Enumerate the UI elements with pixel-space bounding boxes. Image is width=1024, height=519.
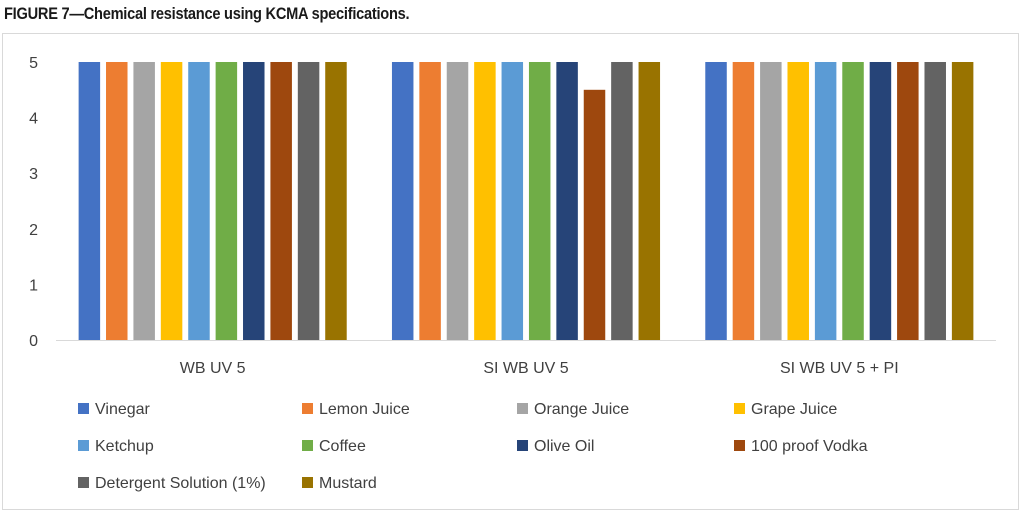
bar-grape-juice-3: [787, 62, 809, 340]
x-category-label: WB UV 5: [180, 360, 246, 377]
bar-ketchup-1: [188, 62, 210, 340]
bar-detergent-solution-1-3: [924, 62, 946, 340]
legend-swatch: [302, 440, 313, 451]
legend-swatch: [302, 403, 313, 414]
legend-label: Ketchup: [95, 438, 154, 455]
bar-detergent-solution-1-2: [611, 62, 633, 340]
legend-swatch: [734, 440, 745, 451]
bar-olive-oil-3: [869, 62, 892, 340]
x-category-label: SI WB UV 5: [483, 360, 568, 377]
legend-swatch: [78, 403, 89, 414]
bar-coffee-2: [528, 62, 551, 340]
y-tick-label: 1: [29, 277, 38, 294]
x-category-label: SI WB UV 5 + PI: [780, 360, 899, 377]
bar-coffee-3: [842, 62, 864, 340]
y-tick-label: 4: [29, 111, 38, 128]
bar-olive-oil-2: [556, 62, 578, 340]
legend-label: Lemon Juice: [319, 401, 410, 418]
legend-label: Coffee: [319, 438, 366, 455]
legend-label: Detergent Solution (1%): [95, 475, 266, 492]
legend-swatch: [517, 403, 528, 414]
legend-label: Olive Oil: [534, 438, 594, 455]
bar-vinegar-3: [705, 62, 727, 340]
bar-coffee-1: [215, 62, 238, 340]
legend-swatch: [302, 477, 313, 488]
bar-olive-oil-1: [243, 62, 265, 340]
bar-grape-juice-1: [160, 62, 183, 340]
legend-swatch: [78, 440, 89, 451]
figure-title: FIGURE 7—Chemical resistance using KCMA …: [4, 4, 410, 23]
bar-orange-juice-3: [760, 62, 782, 340]
legend-label: Mustard: [319, 475, 377, 492]
bar-orange-juice-2: [446, 62, 469, 340]
legend-swatch: [517, 440, 528, 451]
bar-mustard-2: [638, 62, 661, 340]
legend-label: Orange Juice: [534, 401, 629, 418]
legend-label: Vinegar: [95, 401, 151, 418]
legend-swatch: [734, 403, 745, 414]
y-tick-label: 2: [29, 222, 38, 239]
legend-label: Grape Juice: [751, 401, 837, 418]
bar-vinegar-2: [391, 62, 414, 340]
y-tick-label: 0: [29, 333, 38, 350]
legend-label: 100 proof Vodka: [751, 438, 868, 455]
legend-swatch: [78, 477, 89, 488]
bar-lemon-juice-3: [732, 62, 755, 340]
bar-lemon-juice-1: [106, 62, 128, 340]
y-tick-label: 5: [29, 55, 38, 72]
y-tick-label: 3: [29, 166, 38, 183]
bar-grape-juice-2: [474, 62, 496, 340]
bar-vinegar-1: [78, 62, 101, 340]
bar-mustard-1: [325, 62, 347, 340]
bar-100-proof-vodka-2: [583, 89, 606, 340]
bar-lemon-juice-2: [419, 62, 441, 340]
bar-100-proof-vodka-1: [270, 62, 292, 340]
bar-ketchup-3: [814, 62, 837, 340]
bar-mustard-3: [951, 62, 974, 340]
bar-detergent-solution-1-1: [297, 62, 320, 340]
bar-100-proof-vodka-3: [897, 62, 919, 340]
bar-orange-juice-1: [133, 62, 155, 340]
bar-ketchup-2: [501, 62, 524, 340]
